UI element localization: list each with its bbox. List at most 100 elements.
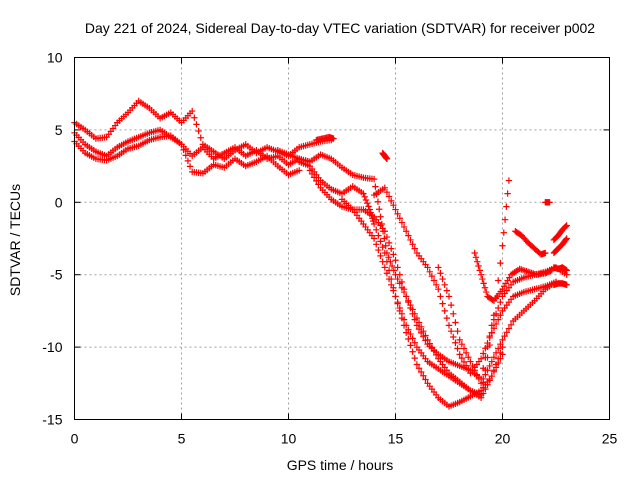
data-point <box>417 329 425 337</box>
data-point <box>405 299 412 306</box>
data-point <box>484 367 491 374</box>
data-point <box>503 329 510 336</box>
ticks-layer: 0 5 10 15 20 25 -15 -10 -5 0 5 10 <box>42 50 617 447</box>
grid-layer <box>74 57 610 420</box>
data-point <box>492 349 500 357</box>
data-point <box>407 330 414 338</box>
data-point <box>472 254 480 261</box>
data-point <box>315 181 322 188</box>
data-point <box>379 243 386 251</box>
data-point <box>501 332 508 340</box>
data-point <box>370 217 377 225</box>
data-point <box>486 334 493 342</box>
data-point <box>385 193 393 200</box>
data-point <box>426 268 433 276</box>
data-point <box>409 335 416 342</box>
data-point <box>563 281 570 289</box>
data-point <box>437 293 444 300</box>
data-point <box>477 391 485 399</box>
data-point <box>378 220 386 228</box>
data-point <box>432 281 440 289</box>
data-point <box>385 275 393 283</box>
data-point <box>361 193 368 200</box>
data-point <box>396 271 403 278</box>
data-point <box>477 355 485 362</box>
x-axis-title: GPS time / hours <box>287 457 394 473</box>
series-track-3 <box>71 132 303 178</box>
data-point <box>497 299 504 306</box>
data-point <box>475 262 482 270</box>
data-point <box>381 228 388 235</box>
data-point <box>495 355 502 362</box>
data-point <box>383 233 391 241</box>
data-point <box>394 210 401 218</box>
data-point <box>473 371 481 378</box>
data-point <box>383 155 391 163</box>
chart-title: Day 221 of 2024, Sidereal Day-to-day VTE… <box>85 20 595 36</box>
data-point <box>400 223 408 231</box>
data-point <box>381 264 388 271</box>
data-point <box>308 170 316 178</box>
data-point <box>495 304 502 312</box>
data-point <box>400 316 408 323</box>
data-point <box>409 241 416 248</box>
data-point <box>180 146 187 154</box>
series-track-12 <box>550 222 570 244</box>
data-layer <box>71 97 570 410</box>
data-point <box>480 280 487 287</box>
data-point <box>458 354 466 362</box>
data-point <box>407 342 414 349</box>
data-point <box>462 349 470 357</box>
data-point <box>362 196 370 204</box>
data-point <box>394 299 401 306</box>
data-point <box>443 287 451 294</box>
data-point <box>495 277 502 284</box>
data-point <box>407 236 414 244</box>
data-point <box>499 336 506 344</box>
x-tick-label: 20 <box>495 431 511 447</box>
data-point <box>492 361 500 368</box>
data-point <box>471 249 478 257</box>
data-point <box>483 288 490 296</box>
data-point <box>383 188 391 196</box>
series-track-13 <box>550 235 570 257</box>
data-point <box>458 341 466 348</box>
y-tick-label: -5 <box>50 267 63 283</box>
data-point <box>385 239 393 247</box>
data-point <box>441 307 448 315</box>
data-point <box>490 367 498 374</box>
data-point <box>481 284 489 291</box>
data-point <box>480 350 487 357</box>
data-point <box>488 358 495 365</box>
data-point <box>482 354 489 361</box>
data-point <box>460 345 468 352</box>
data-point <box>394 264 401 271</box>
data-point <box>373 226 380 234</box>
data-point <box>409 310 416 317</box>
data-point <box>392 293 399 300</box>
y-tick-label: -10 <box>42 339 62 355</box>
y-axis-title: SDTVAR / TECUs <box>7 184 23 296</box>
data-point <box>546 199 553 206</box>
data-point <box>443 314 451 322</box>
data-point <box>482 345 489 352</box>
data-point <box>373 241 380 248</box>
data-point <box>415 365 423 372</box>
data-point <box>467 358 474 365</box>
data-point <box>495 316 502 323</box>
data-point <box>388 197 395 205</box>
data-point <box>398 310 406 317</box>
data-point <box>497 312 504 319</box>
data-point <box>377 238 384 245</box>
data-point <box>480 375 487 383</box>
data-point <box>296 167 303 174</box>
data-point <box>462 362 470 369</box>
data-point <box>381 249 388 257</box>
data-point <box>477 271 485 278</box>
data-point <box>450 310 457 317</box>
data-point <box>370 235 378 242</box>
data-point <box>500 229 507 236</box>
data-point <box>452 319 459 326</box>
data-point <box>374 198 382 205</box>
